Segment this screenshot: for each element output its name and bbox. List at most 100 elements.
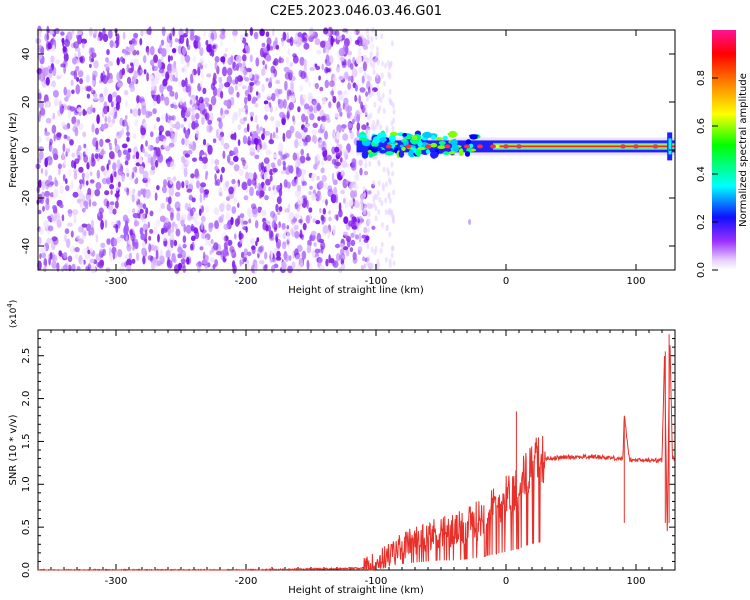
noise-speckle: [117, 220, 121, 229]
noise-speckle: [46, 33, 50, 41]
noise-speckle: [184, 111, 191, 117]
noise-speckle: [131, 208, 136, 214]
noise-speckle: [261, 42, 266, 48]
noise-speckle: [171, 114, 176, 121]
x-tick-label: -300: [105, 276, 128, 287]
noise-speckle: [270, 72, 275, 80]
noise-speckle: [371, 124, 375, 130]
snr-ticks: [38, 330, 676, 571]
noise-speckle: [212, 44, 216, 50]
noise-speckle: [338, 47, 345, 57]
noise-speckle: [237, 75, 243, 82]
noise-speckle: [104, 190, 110, 196]
noise-speckle: [131, 193, 135, 203]
noise-speckle: [242, 135, 248, 145]
noise-speckle: [95, 233, 99, 243]
noise-speckle: [44, 157, 48, 168]
noise-speckle: [290, 227, 294, 234]
spectrogram-ticks: [38, 30, 675, 270]
noise-speckle: [131, 171, 135, 179]
noise-speckle: [388, 258, 392, 265]
noise-speckle: [184, 179, 189, 186]
signal-blob: [469, 134, 478, 140]
noise-speckle: [278, 57, 285, 64]
noise-speckle: [73, 172, 78, 180]
noise-speckle: [333, 186, 338, 196]
snr-spikes: [515, 334, 670, 523]
noise-speckle: [318, 180, 324, 189]
noise-speckle: [380, 241, 384, 248]
noise-speckle: [50, 145, 54, 153]
noise-speckle: [36, 67, 42, 75]
noise-speckle: [56, 262, 60, 272]
noise-speckle: [183, 101, 187, 110]
noise-speckle: [379, 247, 383, 254]
noise-speckle: [256, 91, 259, 96]
noise-speckle: [86, 86, 90, 92]
noise-speckle: [117, 181, 121, 188]
noise-speckle: [187, 149, 193, 155]
noise-speckle: [195, 112, 200, 120]
noise-speckle: [356, 122, 361, 131]
noise-speckle: [89, 63, 92, 68]
noise-speckle: [357, 48, 362, 57]
noise-speckle: [347, 122, 353, 129]
noise-speckle: [362, 256, 366, 262]
noise-speckle: [233, 132, 237, 141]
noise-speckle: [160, 203, 166, 209]
noise-speckle: [82, 177, 85, 185]
noise-speckle: [368, 75, 372, 82]
noise-speckle: [123, 90, 129, 96]
noise-speckle: [206, 73, 212, 78]
spectrogram-image: [35, 25, 675, 275]
noise-speckle: [218, 82, 224, 89]
noise-speckle: [370, 262, 374, 269]
noise-speckle: [214, 165, 219, 172]
noise-speckle: [301, 250, 307, 260]
noise-speckle: [366, 34, 370, 41]
noise-speckle: [339, 243, 345, 248]
noise-speckle: [46, 238, 52, 245]
noise-speckle: [250, 203, 257, 210]
noise-speckle: [81, 223, 88, 228]
noise-speckle: [354, 97, 358, 102]
noise-speckle: [75, 58, 80, 64]
noise-speckle: [269, 175, 273, 182]
noise-speckle: [255, 190, 260, 196]
noise-speckle: [214, 56, 220, 63]
noise-speckle: [134, 119, 139, 127]
noise-speckle: [79, 85, 84, 92]
noise-speckle: [195, 35, 201, 42]
noise-speckle: [64, 38, 70, 48]
noise-speckle: [265, 77, 269, 82]
noise-speckle: [76, 107, 82, 113]
noise-speckle: [170, 212, 174, 221]
noise-speckle: [118, 130, 122, 138]
noise-speckle: [180, 54, 185, 65]
noise-speckle: [294, 138, 299, 149]
noise-speckle: [180, 258, 186, 264]
noise-speckle: [190, 178, 194, 186]
noise-speckle: [367, 211, 371, 218]
noise-speckle: [38, 100, 44, 110]
noise-speckle: [349, 150, 354, 155]
noise-speckle: [363, 170, 369, 176]
noise-speckle: [62, 46, 67, 53]
noise-speckle: [101, 124, 105, 131]
noise-speckle: [250, 115, 253, 122]
noise-speckle: [93, 93, 99, 101]
noise-speckle: [192, 157, 197, 162]
noise-speckle: [109, 146, 112, 151]
noise-speckle: [351, 225, 358, 230]
noise-speckle: [328, 210, 331, 215]
noise-speckle: [203, 163, 207, 170]
noise-speckle: [150, 89, 156, 96]
noise-speckle: [95, 253, 102, 261]
noise-speckle: [272, 60, 277, 66]
noise-speckle: [81, 172, 85, 179]
signal-blob: [458, 148, 464, 157]
noise-speckle: [274, 134, 279, 140]
noise-speckle: [64, 96, 69, 102]
noise-speckle: [231, 178, 236, 185]
noise-speckle: [196, 180, 200, 189]
